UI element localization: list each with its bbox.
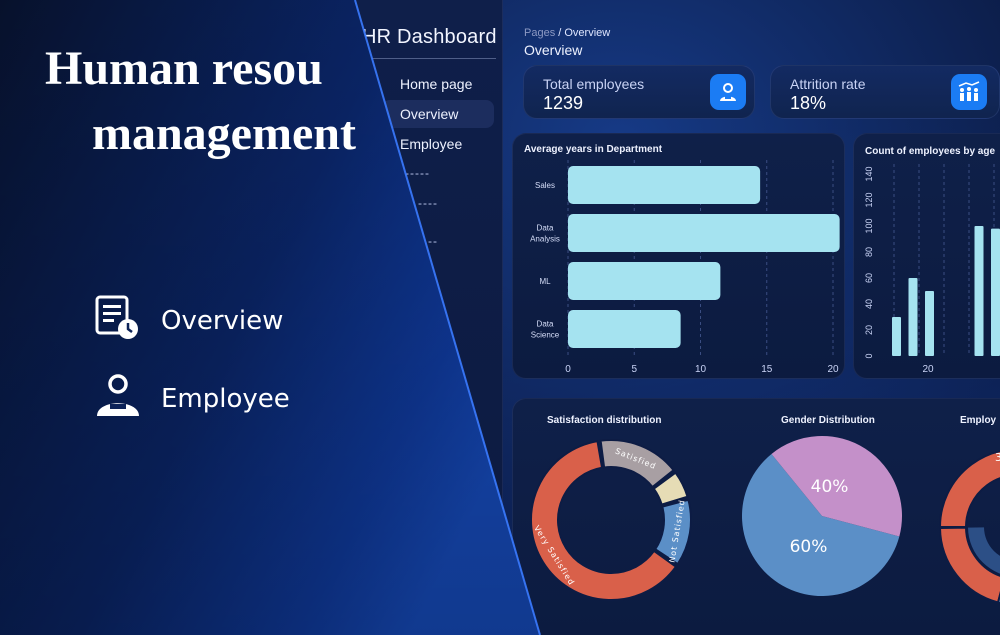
category-label: Data — [537, 320, 554, 329]
kpi-label: Attrition rate — [790, 76, 866, 92]
bar — [974, 226, 984, 356]
donut-value-label: 35 — [995, 451, 1000, 464]
bar — [925, 291, 934, 356]
category-label: Data — [537, 224, 554, 233]
x-tick-label: 5 — [631, 364, 637, 375]
sidebar-placeholder: -- — [428, 234, 438, 248]
donut-slice — [652, 471, 689, 506]
y-tick-label: 20 — [864, 325, 874, 335]
count-by-age-chart: 0 20 40 60 80 100 120 140 20 — [864, 164, 1000, 375]
count-by-age-card: Count of employees by age 0 20 40 60 80 100 12… — [853, 133, 1000, 379]
bar — [892, 317, 901, 356]
y-tick-label: 40 — [864, 299, 874, 309]
donut-slice — [938, 526, 1000, 604]
chart-title: Satisfaction distribution — [547, 415, 662, 426]
sidebar-item-overview[interactable]: Overview — [382, 100, 494, 128]
chart-title: Average years in Department — [524, 144, 663, 155]
category-label: Analysis — [530, 235, 560, 244]
sidebar-title: HR Dashboard — [362, 26, 497, 48]
kpi-total-employees: Total employees 1239 — [523, 65, 755, 119]
sidebar-item-employee[interactable]: Employee — [382, 130, 494, 158]
pie-value-label: 60% — [790, 537, 828, 557]
pie-slice — [742, 453, 900, 596]
sidebar-item-home[interactable]: Home page — [382, 70, 494, 98]
breadcrumb-current: Overview — [564, 27, 611, 39]
x-tick-label: 20 — [827, 364, 839, 375]
hero-link-label: Employee — [161, 383, 290, 414]
y-tick-label: 100 — [864, 218, 874, 233]
donut-slice — [938, 450, 1000, 528]
avg-years-chart: 0 5 10 15 20 Sales Data Analysis ML Data Science — [530, 160, 840, 375]
chart-title: Employ — [960, 415, 997, 426]
bar — [991, 228, 1000, 356]
chart-title: Count of employees by age — [865, 146, 996, 157]
kpi-value: 1239 — [543, 93, 584, 113]
hero-link-employee[interactable]: Employee — [95, 373, 290, 424]
bar — [568, 310, 681, 348]
sidebar-divider — [362, 58, 496, 59]
breadcrumb-parent[interactable]: Pages — [524, 27, 556, 39]
hero-link-overview[interactable]: Overview — [95, 295, 283, 346]
document-clock-icon — [95, 295, 141, 346]
donut-inner-ring — [968, 527, 1000, 574]
donut-slice — [653, 498, 692, 566]
hero-link-label: Overview — [161, 305, 284, 336]
y-tick-label: 80 — [864, 247, 874, 257]
chart-title: Gender Distribution — [781, 415, 875, 426]
category-label: Science — [531, 331, 560, 340]
kpi-label: Total employees — [543, 76, 645, 92]
breadcrumb-separator: / — [555, 27, 565, 39]
sidebar-item-label: Employee — [400, 136, 463, 152]
category-label: ML — [539, 277, 551, 286]
page-title: Overview — [524, 42, 583, 58]
employee-badge-icon — [710, 74, 746, 110]
breadcrumb: Pages / Overview — [524, 27, 610, 39]
employee-icon — [95, 373, 141, 424]
avg-years-card: Average years in Department 0 5 10 15 20 Sale… — [512, 133, 845, 379]
people-chart-icon — [951, 74, 987, 110]
sidebar-item-label: Home page — [400, 76, 473, 92]
bar — [568, 214, 840, 252]
bar — [568, 166, 761, 204]
y-tick-label: 0 — [864, 353, 874, 358]
donut-slice — [530, 439, 678, 601]
x-tick-label: 10 — [695, 364, 707, 375]
distribution-card: Satisfaction distribution Gender Distrib… — [512, 398, 1000, 635]
pie-slice — [771, 436, 902, 537]
y-tick-label: 120 — [864, 192, 874, 207]
y-tick-label: 140 — [864, 166, 874, 181]
sidebar-item-label: Overview — [400, 106, 459, 122]
kpi-value: 18% — [790, 93, 827, 113]
kpi-attrition-rate: Attrition rate 18% — [770, 65, 1000, 119]
bar — [568, 262, 721, 300]
donut-slice — [599, 439, 675, 489]
x-tick-label: 15 — [761, 364, 773, 375]
sidebar-placeholder: ---- — [418, 196, 438, 210]
x-tick-label: 20 — [922, 364, 934, 375]
pie-value-label: 40% — [811, 477, 849, 497]
x-tick-label: 0 — [565, 364, 571, 375]
y-tick-label: 60 — [864, 273, 874, 283]
category-label: Sales — [535, 181, 555, 190]
bar — [908, 278, 918, 356]
